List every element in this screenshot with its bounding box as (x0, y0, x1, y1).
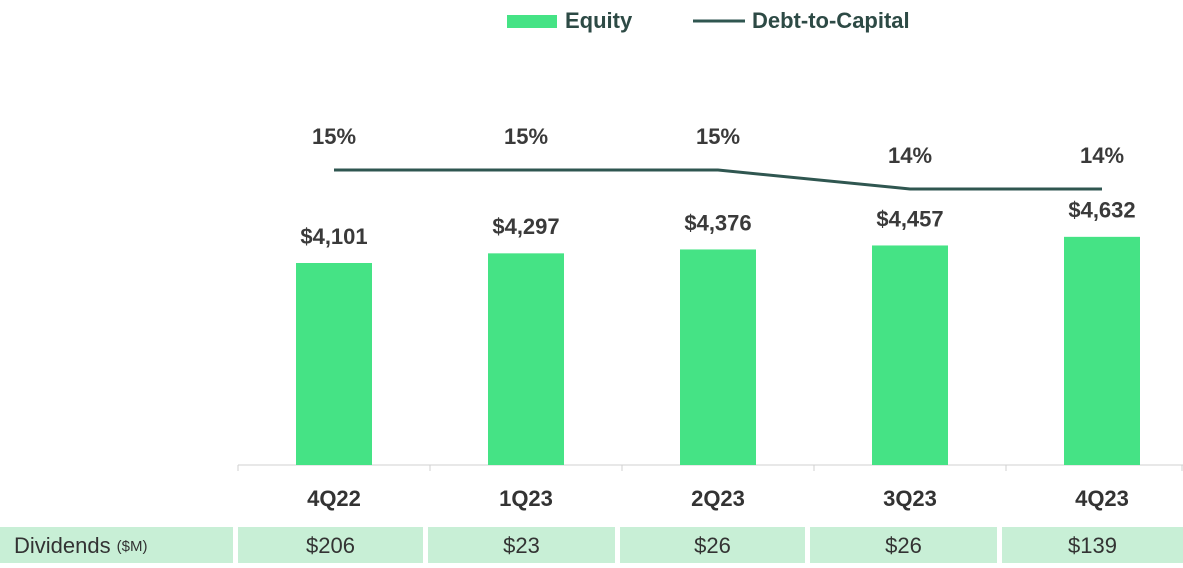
data-label: 15% (696, 124, 740, 149)
table-cell-text: $26 (694, 533, 731, 558)
data-label: 15% (504, 124, 548, 149)
data-label: 14% (1080, 143, 1124, 168)
table-cell (428, 527, 615, 563)
data-label: $4,376 (684, 210, 751, 235)
table-cell (810, 527, 997, 563)
legend-label: Debt-to-Capital (752, 8, 910, 33)
dividends-row: Dividends ($M) $206 $23 $26 $26 $139 (0, 527, 1183, 563)
row-label-text: Dividends (14, 533, 111, 558)
table-cell-text: $139 (1068, 533, 1117, 558)
table-cell (620, 527, 805, 563)
bar (488, 253, 564, 465)
line (334, 168, 1102, 191)
x-tick-label: 4Q22 (307, 486, 361, 511)
data-label: $4,457 (876, 206, 943, 231)
data-label: $4,297 (492, 214, 559, 239)
data-label: $4,101 (300, 224, 367, 249)
row-label: Dividends ($M) (14, 533, 147, 558)
data-label: 15% (312, 124, 356, 149)
table-cell-text: $206 (306, 533, 355, 558)
row-label-unit: ($M) (117, 538, 148, 555)
data-label: $4,632 (1068, 198, 1135, 223)
legend-label: Equity (565, 8, 633, 33)
bar (1064, 236, 1140, 465)
bar (872, 245, 948, 465)
x-tick-label: 1Q23 (499, 486, 553, 511)
bar (680, 249, 756, 465)
bar (296, 263, 372, 465)
table-cell-text: $23 (503, 533, 540, 558)
table-cell-text: $26 (885, 533, 922, 558)
x-tick-label: 2Q23 (691, 486, 745, 511)
data-label: 14% (888, 143, 932, 168)
x-tick-label: 3Q23 (883, 486, 937, 511)
legend-swatch (507, 15, 557, 28)
table-cell (1002, 527, 1183, 563)
x-tick-label: 4Q23 (1075, 486, 1129, 511)
table-cell (0, 527, 233, 563)
table-cell (238, 527, 423, 563)
